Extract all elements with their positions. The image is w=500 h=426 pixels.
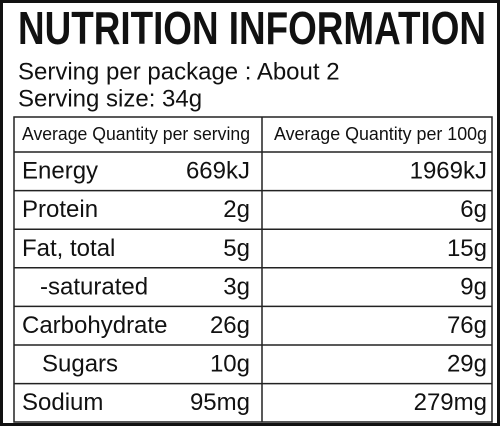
per-serving-value: 10g: [210, 351, 250, 378]
per-serving-value: 26g: [210, 312, 250, 339]
nutrient-label: Protein: [22, 196, 98, 223]
table-body: Energy 669kJ 1969kJ Protein 2g 6g Fat, total 5g…: [14, 151, 492, 416]
column-header: Average Quantity per 100g: [274, 124, 487, 144]
per-100g-value: 1969kJ: [410, 158, 487, 185]
per-100g-value: 29g: [447, 351, 487, 378]
nutrient-label: Fat, total: [22, 235, 115, 262]
per-100g-value: 76g: [447, 312, 487, 339]
per-serving-value: 5g: [223, 235, 250, 262]
nutrient-label: Sodium: [22, 389, 103, 416]
table-border: [13, 116, 493, 423]
per-100g-value: 6g: [460, 196, 487, 223]
servings-per-package: Serving per package : About 2: [18, 58, 340, 85]
per-100g-value: 9g: [460, 273, 487, 300]
nutrient-label: Energy: [22, 158, 98, 185]
per-100g-value: 15g: [447, 235, 487, 262]
per-100g-value: 279mg: [414, 389, 487, 416]
per-serving-value: 3g: [223, 273, 250, 300]
per-serving-value: 669kJ: [186, 158, 250, 185]
nutrient-label: Carbohydrate: [22, 312, 167, 339]
nutrient-label: Sugars: [42, 351, 118, 378]
serving-size: Serving size: 34g: [18, 85, 202, 112]
per-serving-value: 2g: [223, 196, 250, 223]
per-serving-value: 95mg: [190, 389, 250, 416]
title: NUTRITION INFORMATION: [18, 2, 486, 54]
nutrient-label: -saturated: [40, 273, 148, 300]
column-header: Average Quantity per serving: [22, 124, 250, 144]
